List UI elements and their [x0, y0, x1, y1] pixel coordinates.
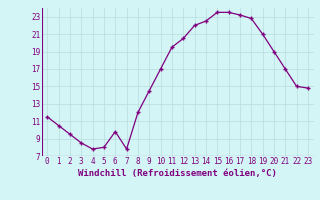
X-axis label: Windchill (Refroidissement éolien,°C): Windchill (Refroidissement éolien,°C) [78, 169, 277, 178]
